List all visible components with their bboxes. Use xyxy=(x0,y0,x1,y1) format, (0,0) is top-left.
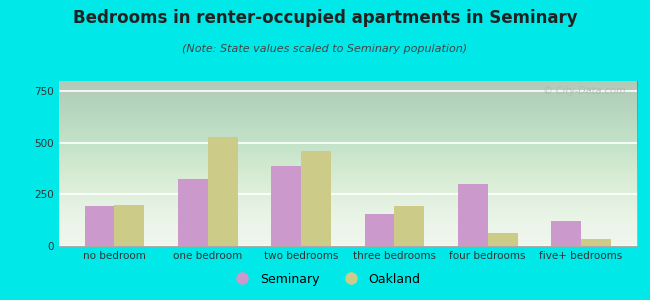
Bar xyxy=(301,151,331,246)
Bar xyxy=(178,179,208,246)
Bar xyxy=(551,221,581,246)
Bar xyxy=(271,166,301,246)
Bar xyxy=(84,206,114,246)
Bar xyxy=(581,239,611,246)
Bar xyxy=(458,184,488,246)
Legend: Seminary, Oakland: Seminary, Oakland xyxy=(225,268,425,291)
Bar xyxy=(114,205,144,246)
Bar xyxy=(395,206,424,246)
Bar xyxy=(365,214,395,246)
Bar xyxy=(488,232,517,246)
Text: © City-Data.com: © City-Data.com xyxy=(543,86,625,96)
Text: Bedrooms in renter-occupied apartments in Seminary: Bedrooms in renter-occupied apartments i… xyxy=(73,9,577,27)
Bar xyxy=(208,137,238,246)
Text: (Note: State values scaled to Seminary population): (Note: State values scaled to Seminary p… xyxy=(183,44,467,53)
